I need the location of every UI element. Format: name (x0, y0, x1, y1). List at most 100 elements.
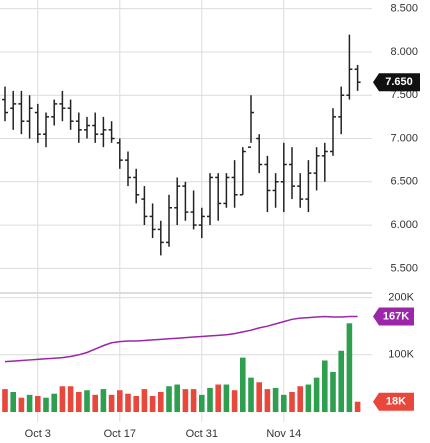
ohlc-bar (305, 160, 312, 213)
volume-bar (256, 382, 262, 412)
ohlc-bar (330, 108, 336, 156)
value-tag (373, 392, 414, 411)
volume-bar (289, 391, 295, 412)
volume-bar (10, 391, 16, 412)
ohlc-bar (297, 173, 304, 208)
volume-bar (207, 387, 213, 412)
volume-bar (330, 371, 336, 412)
ohlc-bar (59, 90, 66, 122)
y-tick-label: 7.000 (390, 132, 418, 144)
ohlc-bar (272, 173, 279, 208)
ohlc-bar (92, 112, 99, 143)
moving-average-line (4, 315, 358, 363)
volume-bar (125, 393, 131, 412)
value-tag (373, 307, 414, 326)
volume-bar (158, 391, 164, 412)
volume-bar (174, 384, 180, 412)
ohlc-bar (67, 99, 74, 130)
x-tick-label: Oct 3 (25, 428, 51, 440)
ohlc-bar (2, 86, 8, 122)
y-tick-label: 200K (388, 291, 414, 303)
volume-bar (305, 384, 312, 412)
volume-bar (346, 323, 353, 412)
value-tag-label: 167K (383, 310, 409, 322)
ohlc-bar (182, 181, 189, 221)
price-tag-label: 7.650 (385, 76, 413, 88)
volume-bar (240, 357, 246, 412)
volume-bar (248, 377, 254, 412)
ohlc-bar (248, 95, 254, 148)
volume-bar (182, 389, 189, 412)
ohlc-bar (256, 134, 263, 174)
ohlc-bar (346, 34, 353, 100)
volume-bar (149, 395, 156, 412)
volume-bar (67, 386, 74, 412)
volume-bar (199, 394, 205, 412)
ohlc-bar (100, 116, 107, 148)
y-tick-label: 8.000 (390, 46, 418, 58)
volume-bar (215, 384, 221, 412)
volume-bar (231, 390, 238, 412)
value-tag-label: 18K (386, 396, 406, 408)
ohlc-bar (313, 147, 320, 191)
volume-bar (117, 390, 123, 412)
volume-bar (297, 386, 303, 412)
ohlc-bar (354, 64, 361, 91)
ohlc-bar (280, 142, 287, 213)
ohlc-bar (338, 86, 345, 135)
y-tick-label: 5.500 (390, 262, 418, 274)
ohlc-bar (34, 103, 41, 143)
volume-bar (43, 397, 49, 412)
volume-bar (35, 395, 41, 412)
volume-bar (84, 390, 90, 412)
ohlc-bar (190, 190, 197, 230)
price-tag (373, 73, 420, 92)
volume-bar (322, 360, 328, 412)
ohlc-bar (264, 155, 271, 213)
x-tick-label: Oct 31 (186, 428, 218, 440)
volume-bar (354, 401, 361, 412)
ohlc-bar (207, 173, 213, 226)
ohlc-bar (223, 173, 230, 208)
y-tick-label: 7.500 (390, 89, 418, 101)
ohlc-bar (133, 168, 140, 204)
volume-bar (100, 389, 107, 412)
x-tick-label: Nov 14 (266, 428, 301, 440)
ohlc-bar (198, 207, 205, 239)
ohlc-bar (166, 194, 172, 247)
ohlc-bar (149, 203, 156, 239)
volume-bar (59, 386, 66, 412)
ohlc-bar (10, 90, 17, 130)
volume-bar (51, 393, 57, 412)
ohlc-bar (231, 160, 238, 208)
volume-bar (272, 387, 279, 412)
ohlc-bar (43, 112, 49, 148)
x-tick-label: Oct 17 (104, 428, 136, 440)
volume-bar (313, 377, 320, 412)
volume-bar (281, 394, 287, 412)
ohlc-bar (239, 147, 246, 196)
ohlc-bar (289, 147, 295, 200)
volume-bar (2, 389, 8, 412)
volume-bar (338, 350, 344, 412)
y-tick-label: 100K (388, 349, 414, 361)
volume-bar (133, 395, 139, 412)
volume-bar (76, 391, 82, 412)
ohlc-bar (215, 173, 222, 221)
ohlc-bar (108, 121, 115, 143)
volume-bar (190, 389, 197, 412)
volume-bar (92, 394, 98, 412)
volume-bar (26, 394, 33, 412)
y-tick-label: 6.000 (390, 219, 418, 231)
ohlc-bar (51, 99, 58, 126)
volume-bar (166, 386, 172, 412)
ohlc-bar (141, 186, 148, 226)
y-tick-label: 8.500 (390, 3, 418, 15)
ohlc-bar (84, 116, 90, 139)
ohlc-bar (116, 138, 123, 169)
volume-bar (264, 389, 271, 412)
ohlc-bar (18, 90, 25, 135)
ohlc-bar (321, 142, 328, 182)
